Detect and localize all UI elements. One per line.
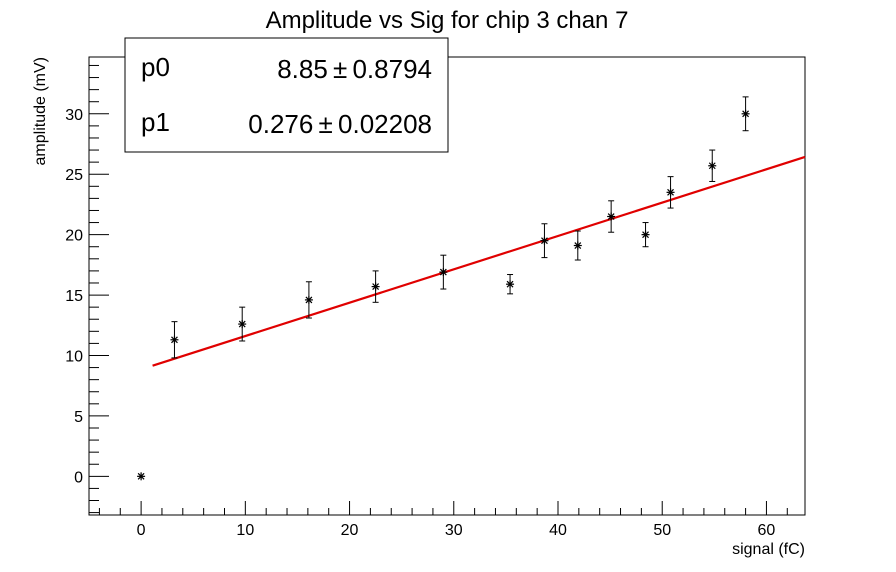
y-axis: 0 5 10 15 20 25 30 — [65, 64, 109, 514]
data-point — [666, 176, 675, 209]
marker-stroke — [708, 162, 716, 170]
marker-stroke — [607, 213, 615, 220]
points-layer — [137, 96, 750, 481]
marker-stroke — [137, 472, 145, 480]
marker-stroke — [642, 231, 649, 239]
y-tick-label: 10 — [65, 348, 83, 365]
data-point — [304, 281, 313, 319]
data-point — [439, 254, 448, 290]
marker-stroke — [238, 320, 246, 328]
x-tick-label: 50 — [653, 522, 671, 539]
x-axis-title: signal (fC) — [732, 541, 805, 558]
stats-box: p0 8.85 ± 0.8794 p1 0.276 ± 0.02208 — [124, 37, 449, 153]
data-point — [506, 274, 515, 295]
fit-line — [152, 155, 806, 367]
y-tick-label: 5 — [74, 409, 83, 426]
data-point — [641, 222, 650, 248]
y-tick-label: 30 — [65, 107, 83, 124]
stat-p0-value: 8.85 ± 0.8794 — [277, 54, 432, 84]
y-tick-label: 20 — [65, 228, 83, 245]
x-tick-label: 0 — [137, 522, 146, 539]
x-tick-label: 20 — [341, 522, 359, 539]
marker-stroke — [541, 237, 548, 245]
stat-p0-name: p0 — [141, 52, 170, 82]
chart-title: Amplitude vs Sig for chip 3 chan 7 — [266, 7, 629, 34]
marker-stroke — [506, 280, 514, 288]
data-point — [573, 230, 582, 261]
x-tick-label: 30 — [445, 522, 463, 539]
x-axis: 0 10 20 30 40 50 60 — [98, 501, 788, 539]
data-point — [540, 223, 549, 259]
y-axis-title: amplitude (mV) — [32, 57, 49, 165]
marker-stroke — [171, 336, 178, 344]
x-tick-label: 60 — [758, 522, 776, 539]
x-tick-label: 40 — [549, 522, 567, 539]
x-tick-label: 10 — [236, 522, 254, 539]
y-tick-label: 0 — [74, 469, 83, 486]
stats-box-frame — [124, 37, 449, 153]
stat-p1-name: p1 — [141, 107, 170, 137]
marker-stroke — [439, 268, 447, 276]
data-point — [607, 200, 616, 233]
marker-stroke — [372, 283, 380, 291]
fit-layer — [152, 155, 806, 367]
data-point — [708, 149, 717, 182]
marker-stroke — [742, 110, 750, 118]
marker-stroke — [667, 188, 674, 196]
data-point — [741, 96, 750, 132]
y-tick-label: 25 — [65, 167, 83, 184]
marker-stroke — [305, 296, 313, 304]
stat-p1-value: 0.276 ± 0.02208 — [248, 109, 432, 139]
data-point — [238, 306, 247, 342]
data-point — [371, 270, 380, 303]
data-point — [137, 472, 146, 481]
data-point — [170, 321, 179, 359]
y-tick-label: 15 — [65, 288, 83, 305]
marker-stroke — [574, 242, 582, 249]
